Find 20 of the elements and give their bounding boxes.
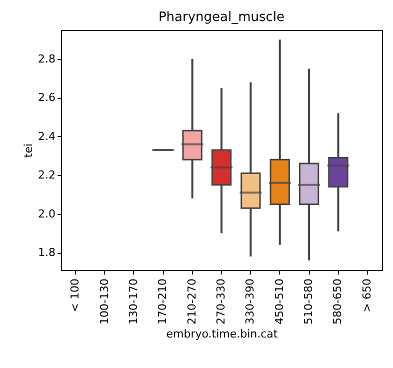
x-tick-label: 100-130 (98, 278, 111, 324)
x-tick-label: 170-210 (156, 278, 170, 324)
x-tick-label: < 100 (68, 278, 82, 312)
y-tick-label: 1.8 (38, 246, 56, 260)
x-axis-title: embryo.time.bin.cat (166, 327, 278, 340)
y-axis-title: tei (22, 143, 36, 158)
y-tick-label: 2.0 (38, 207, 56, 220)
x-tick-label: 510-580 (302, 278, 316, 324)
y-tick-label: 2.2 (38, 168, 56, 182)
y-tick-label: 2.4 (38, 130, 56, 143)
x-tick-label: 580-650 (331, 278, 344, 324)
y-tick-label: 2.8 (38, 52, 56, 66)
x-tick-label: > 650 (360, 278, 374, 312)
x-tick-label: 210-270 (185, 278, 198, 324)
x-tick-label: 130-170 (126, 278, 140, 324)
x-tick-label: 450-510 (272, 278, 286, 324)
x-tick-label: 270-330 (214, 278, 228, 324)
x-tick-label: 330-390 (244, 278, 257, 324)
y-tick-label: 2.6 (38, 91, 56, 104)
chart-title: Pharyngeal_muscle (158, 10, 285, 25)
